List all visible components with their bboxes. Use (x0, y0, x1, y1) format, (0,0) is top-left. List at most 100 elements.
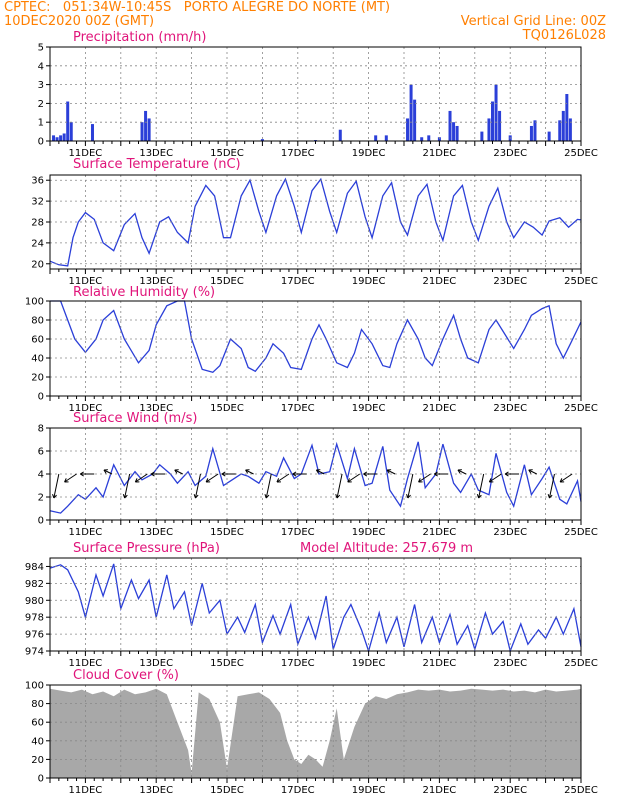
x-tick-label: 23DEC (493, 658, 527, 669)
wind-arrow-head (433, 471, 438, 477)
x-tick-label: 11DEC (69, 785, 103, 796)
wind-arrow-head (245, 469, 250, 474)
precip-bar (144, 110, 148, 141)
wind-arrow (53, 473, 60, 499)
x-tick-label: 17DEC (281, 148, 315, 159)
y-tick-label: 28 (31, 218, 44, 229)
y-tick-label: 8 (38, 424, 44, 435)
wind-arrow (407, 473, 414, 499)
x-tick-label: 23DEC (493, 276, 527, 287)
wind-arrow-head (79, 471, 84, 477)
precip-bar (487, 118, 491, 141)
wind-arrow-head (488, 478, 494, 483)
x-tick-label: 17DEC (281, 785, 315, 796)
x-tick-label: 17DEC (281, 658, 315, 669)
precip-bar (437, 137, 441, 141)
x-tick-label: 17DEC (281, 527, 315, 538)
header-grid-line-note: Vertical Grid Line: 00Z (460, 14, 606, 29)
x-tick-label: 19DEC (352, 785, 386, 796)
wind-arrow (457, 469, 467, 475)
header-line1: CPTEC: 051:34W-10:45S PORTO ALEGRE DO NO… (4, 0, 391, 15)
wind-arrow (205, 473, 219, 483)
wind-arrow-head (347, 478, 352, 483)
precip-bar (561, 110, 565, 141)
x-tick-label: 25DEC (564, 785, 598, 796)
x-tick-label: 11DEC (69, 148, 103, 159)
wind-arrow (347, 473, 361, 483)
x-tick-label: 21DEC (423, 403, 457, 414)
y-tick-label: 978 (25, 613, 44, 624)
precip-bar (568, 118, 572, 141)
y-tick-label: 24 (31, 238, 44, 249)
precip-bar (260, 139, 264, 141)
precip-bar (452, 122, 456, 141)
x-tick-label: 19DEC (352, 527, 386, 538)
y-tick-label: 36 (31, 176, 44, 187)
y-tick-label: 974 (25, 647, 44, 658)
x-tick-label: 11DEC (69, 403, 103, 414)
precip-bar (59, 135, 63, 141)
y-tick-label: 976 (25, 630, 44, 641)
wind-arrow-head (418, 478, 423, 483)
precip-bar (147, 118, 151, 141)
x-tick-label: 19DEC (352, 276, 386, 287)
y-tick-label: 980 (25, 596, 44, 607)
x-tick-label: 15DEC (210, 658, 244, 669)
wind-arrow-head (559, 478, 565, 483)
y-tick-label: 80 (31, 316, 44, 327)
precip-bar (52, 135, 56, 141)
y-tick-label: 0 (38, 392, 44, 403)
precip-bar (533, 120, 537, 141)
panel-title: Surface Wind (m/s) (73, 411, 197, 426)
wind-arrow-head (174, 469, 179, 474)
y-tick-label: 60 (31, 718, 44, 729)
wind-arrow-head (122, 494, 128, 499)
x-tick-label: 19DEC (352, 148, 386, 159)
panel-6: 0 20 40 60 80 100 11DEC 13DEC 15DEC 17DEC 19DEC 21D… (25, 668, 598, 796)
x-tick-label: 13DEC (139, 785, 173, 796)
x-tick-label: 21DEC (423, 527, 457, 538)
panel-5: 974 976 978 980 982 984 11DEC 13DEC 15DEC 17DEC 19… (25, 541, 598, 669)
x-tick-label: 25DEC (564, 658, 598, 669)
x-tick-label: 21DEC (423, 658, 457, 669)
precip-bar (420, 137, 424, 141)
precip-bar (384, 135, 388, 141)
precip-bar (448, 110, 452, 141)
wind-arrow-head (547, 494, 553, 499)
x-tick-label: 15DEC (210, 403, 244, 414)
precip-bar (558, 120, 562, 141)
wind-arrow (489, 473, 502, 483)
y-tick-label: 2 (38, 99, 44, 110)
precip-bar (338, 129, 342, 141)
y-tick-label: 982 (25, 579, 44, 590)
wind-arrow (174, 469, 183, 475)
wind-arrow-head (264, 494, 270, 499)
x-tick-label: 13DEC (139, 148, 173, 159)
x-tick-label: 13DEC (139, 276, 173, 287)
wind-arrow (478, 473, 485, 499)
wind-arrow-head (292, 471, 297, 477)
x-tick-label: 11DEC (69, 527, 103, 538)
wind-arrow (135, 473, 148, 483)
x-tick-label: 21DEC (423, 785, 457, 796)
x-tick-label: 15DEC (210, 148, 244, 159)
x-tick-label: 17DEC (281, 403, 315, 414)
y-tick-label: 0 (38, 137, 44, 148)
wind-arrow-head (276, 478, 281, 483)
wind-arrow-head (221, 471, 226, 477)
precip-bar (498, 110, 502, 141)
y-tick-label: 4 (38, 470, 44, 481)
wind-arrow (418, 473, 431, 483)
precip-bar (427, 135, 431, 141)
x-tick-label: 13DEC (139, 527, 173, 538)
y-tick-label: 100 (25, 681, 44, 692)
wind-arrow-head (205, 478, 211, 483)
wind-arrow (124, 473, 131, 499)
x-tick-label: 25DEC (564, 527, 598, 538)
x-tick-label: 17DEC (281, 276, 315, 287)
header-run-time: 10DEC2020 00Z (GMT) (4, 14, 155, 29)
wind-arrow-head (528, 469, 533, 474)
x-tick-label: 11DEC (69, 276, 103, 287)
precip-bar (455, 125, 459, 141)
